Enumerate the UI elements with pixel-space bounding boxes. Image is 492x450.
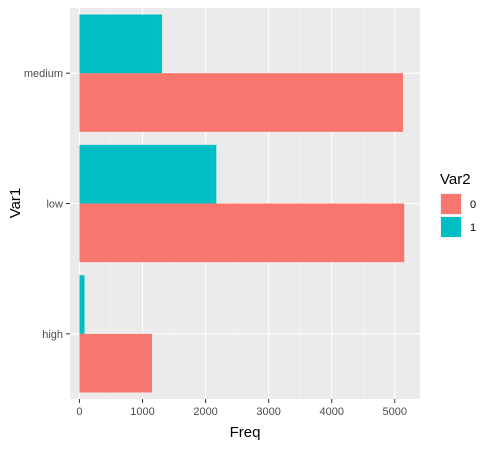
y-tick-label: medium: [24, 68, 63, 80]
x-tick-label: 3000: [256, 406, 280, 418]
legend-label: 1: [470, 222, 476, 234]
bar-low-series-1: [79, 144, 217, 204]
bar-low-series-0: [79, 203, 405, 263]
legend-title: Var2: [440, 171, 471, 188]
x-tick-label: 4000: [319, 406, 343, 418]
y-axis-title: Var1: [7, 188, 24, 219]
legend-swatch-1: [441, 217, 461, 237]
x-tick-label: 0: [76, 406, 82, 418]
x-tick-label: 1000: [130, 406, 154, 418]
bar-medium-series-0: [79, 73, 403, 132]
bars: [79, 14, 405, 393]
x-tick-label: 5000: [383, 406, 407, 418]
y-tick-label: low: [46, 199, 63, 211]
x-tick-label: 2000: [193, 406, 217, 418]
bar-high-series-0: [79, 333, 152, 393]
bar-high-series-1: [79, 275, 85, 334]
legend-swatch-0: [441, 194, 461, 214]
x-axis-title: Freq: [230, 424, 261, 441]
y-tick-label: high: [42, 329, 63, 341]
bar-medium-series-1: [79, 14, 163, 74]
y-axis: high low medium: [24, 68, 70, 341]
legend: Var2 0 1: [440, 171, 476, 238]
x-axis: 0 1000 2000 3000 4000 5000: [76, 399, 407, 418]
legend-label: 0: [470, 199, 476, 211]
